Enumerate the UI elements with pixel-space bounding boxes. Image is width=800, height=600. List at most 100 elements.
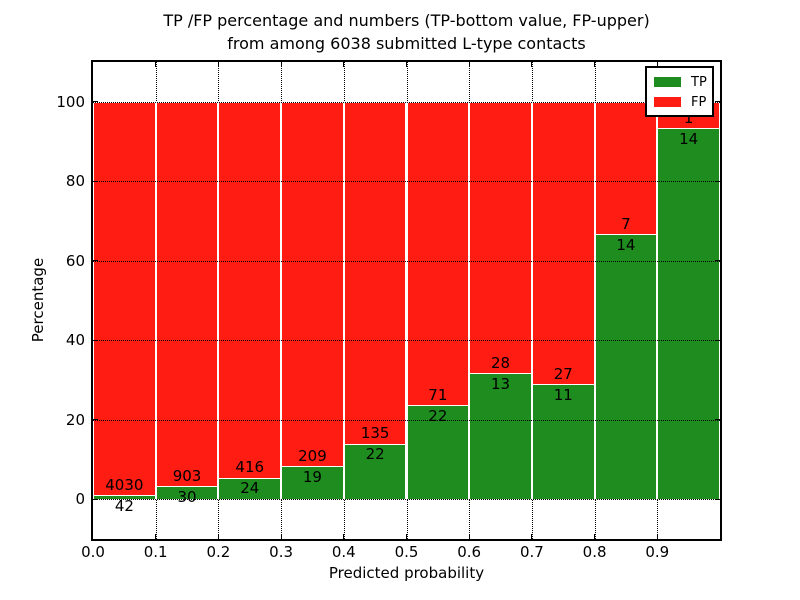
tp-count-label: 11 bbox=[553, 385, 573, 404]
x-tick-label: 0.1 bbox=[143, 543, 168, 561]
y-tick bbox=[93, 339, 98, 341]
y-tick bbox=[715, 419, 720, 421]
tp-count-label: 14 bbox=[616, 235, 636, 254]
fp-bar-segment bbox=[531, 101, 595, 385]
y-gridline bbox=[93, 101, 720, 103]
x-tick-labels: 0.0 0.1 0.2 0.3 0.4 0.5 0.6 0.7 0.8 0.9 bbox=[81, 543, 722, 561]
tp-count-label: 42 bbox=[114, 496, 134, 515]
legend-item-tp: TP bbox=[654, 72, 712, 92]
x-tick bbox=[656, 534, 658, 539]
fp-bar-segment bbox=[594, 101, 658, 235]
chart-title: TP /FP percentage and numbers (TP-bottom… bbox=[91, 9, 722, 55]
fp-bar-segment bbox=[155, 101, 219, 487]
fp-bar-segment bbox=[218, 101, 282, 478]
x-tick-label: 0.5 bbox=[394, 543, 419, 561]
legend: TP FP bbox=[645, 66, 714, 117]
y-tick bbox=[93, 260, 98, 262]
tp-bar-segment bbox=[218, 477, 282, 500]
x-tick bbox=[468, 62, 470, 67]
y-tick bbox=[715, 498, 720, 500]
y-gridline bbox=[93, 499, 720, 501]
fp-bar-segment bbox=[93, 101, 156, 496]
y-tick bbox=[93, 419, 98, 421]
x-tick bbox=[406, 62, 407, 67]
fp-count-label: 135 bbox=[360, 424, 390, 443]
y-tick-labels: 0 20 40 60 80 100 bbox=[0, 60, 85, 541]
tp-bar-segment bbox=[594, 234, 658, 500]
x-tick bbox=[155, 534, 157, 539]
y-tick-label: 60 bbox=[65, 251, 85, 270]
x-tick bbox=[594, 534, 596, 539]
tp-bar-segment bbox=[531, 384, 595, 500]
fp-count-label: 28 bbox=[491, 353, 511, 372]
legend-item-fp: FP bbox=[654, 92, 712, 112]
fp-bar-segment bbox=[469, 101, 532, 374]
tp-count-label: 19 bbox=[302, 467, 322, 486]
tp-count-label: 22 bbox=[365, 445, 385, 464]
fp-bar-segment bbox=[281, 101, 344, 467]
chart-title-line1: TP /FP percentage and numbers (TP-bottom… bbox=[163, 11, 650, 30]
x-tick bbox=[468, 534, 470, 539]
tp-count-label: 24 bbox=[240, 479, 260, 498]
tp-swatch-icon bbox=[654, 77, 681, 87]
tp-bar-segment bbox=[657, 128, 720, 500]
x-tick bbox=[531, 534, 533, 539]
x-tick-label: 0.0 bbox=[81, 543, 105, 561]
tp-count-label: 30 bbox=[177, 487, 197, 506]
x-tick-label: 0.7 bbox=[519, 543, 544, 561]
tp-count-label: 14 bbox=[679, 129, 699, 148]
x-tick bbox=[280, 534, 282, 539]
y-gridline bbox=[93, 419, 720, 421]
x-tick bbox=[594, 62, 596, 67]
x-tick bbox=[217, 534, 219, 539]
y-tick bbox=[93, 180, 98, 182]
x-tick bbox=[155, 62, 157, 67]
fp-count-label: 71 bbox=[428, 385, 448, 404]
y-tick-label: 40 bbox=[65, 331, 85, 350]
x-tick bbox=[280, 62, 282, 67]
y-tick-label: 0 bbox=[75, 490, 85, 509]
fp-count-label: 4030 bbox=[105, 475, 144, 494]
fp-count-label: 209 bbox=[298, 446, 327, 465]
x-tick-label: 0.2 bbox=[206, 543, 231, 561]
x-tick bbox=[343, 534, 345, 539]
fp-bar-segment bbox=[343, 101, 407, 444]
x-tick-label: 0.9 bbox=[645, 543, 670, 561]
y-gridline bbox=[93, 181, 720, 183]
y-tick-label: 20 bbox=[65, 410, 85, 429]
x-tick bbox=[343, 62, 345, 67]
tp-legend-label: TP bbox=[691, 74, 707, 90]
y-tick bbox=[93, 498, 98, 500]
fp-count-label: 903 bbox=[172, 466, 202, 485]
chart-title-line2: from among 6038 submitted L-type contact… bbox=[227, 34, 586, 53]
x-tick bbox=[217, 62, 219, 67]
y-gridline bbox=[93, 260, 720, 262]
x-tick bbox=[656, 62, 658, 67]
tp-bar-segment bbox=[281, 466, 344, 500]
y-tick-label: 80 bbox=[65, 172, 85, 191]
x-tick-label: 0.8 bbox=[582, 543, 607, 561]
tp-bar-segment bbox=[469, 373, 532, 500]
tp-bar-segment bbox=[93, 495, 156, 500]
tp-bar-segment bbox=[406, 405, 470, 500]
x-tick-label: 0.4 bbox=[331, 543, 356, 561]
y-tick bbox=[93, 101, 98, 103]
tp-count-label: 13 bbox=[491, 374, 511, 393]
x-tick bbox=[406, 534, 407, 539]
y-gridline bbox=[93, 340, 720, 342]
fp-bar-segment bbox=[406, 101, 470, 406]
x-tick bbox=[531, 62, 533, 67]
y-tick-label: 100 bbox=[56, 92, 85, 111]
y-tick bbox=[715, 339, 720, 341]
fp-count-label: 416 bbox=[235, 458, 265, 477]
fp-swatch-icon bbox=[654, 97, 681, 107]
tp-bar-segment bbox=[155, 486, 219, 500]
tp-bar-segment bbox=[343, 443, 407, 500]
x-tick-label: 0.6 bbox=[457, 543, 482, 561]
y-tick bbox=[715, 101, 720, 103]
x-tick-label: 0.3 bbox=[269, 543, 294, 561]
y-tick bbox=[715, 180, 720, 182]
fp-count-label: 7 bbox=[621, 214, 631, 233]
fp-count-label: 1 bbox=[683, 108, 694, 127]
